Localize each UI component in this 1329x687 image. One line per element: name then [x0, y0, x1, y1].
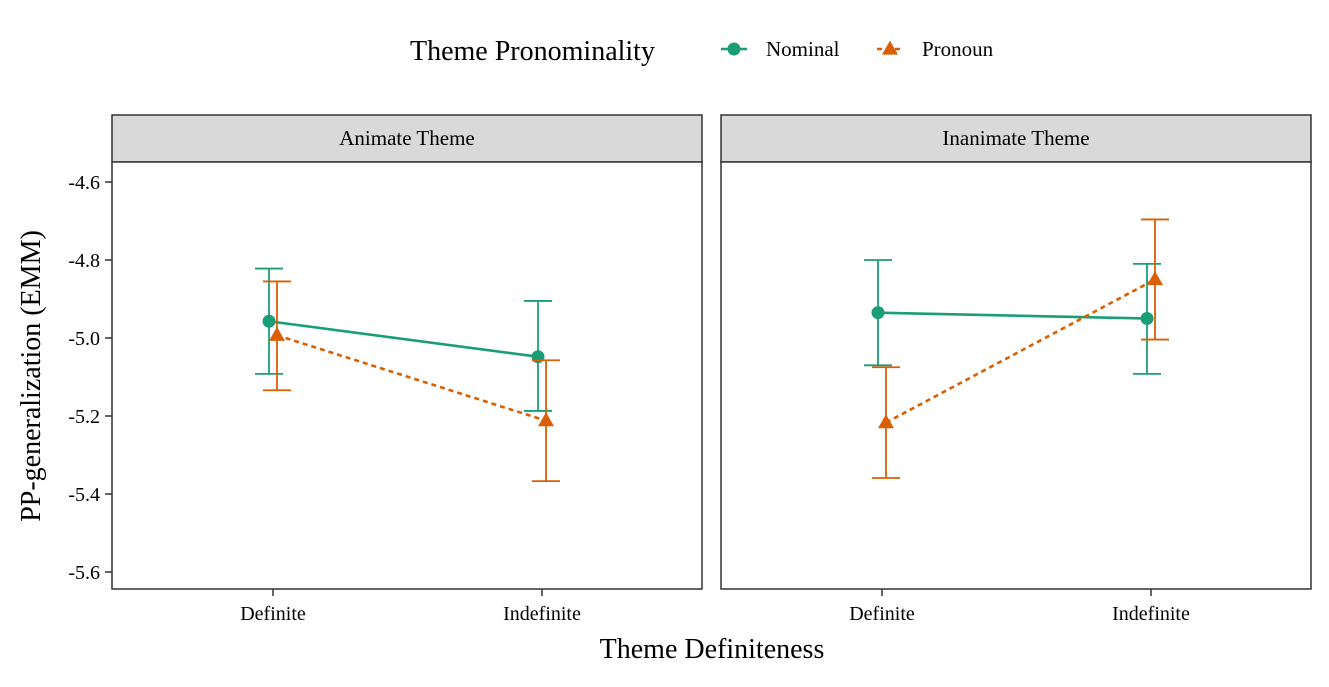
x-axis-title: Theme Definiteness [600, 634, 825, 665]
facet-strip [720, 114, 1312, 163]
legend-marker-pronoun [882, 40, 898, 55]
legend-marker-nominal [727, 42, 741, 56]
facet-strip [111, 114, 703, 163]
legend: Theme Pronominality Nominal Pronoun [410, 36, 994, 67]
legend-label-nominal: Nominal [766, 37, 840, 61]
facet-marks [255, 267, 560, 483]
legend-label-pronoun: Pronoun [922, 37, 994, 61]
x-axis: Definite Indefinite [240, 589, 581, 625]
y-axis: -4.6 -4.8 -5.0 -5.2 -5.4 -5.6 [68, 172, 112, 584]
legend-title: Theme Pronominality [410, 36, 655, 67]
x-tick-label: Indefinite [1112, 603, 1190, 625]
legend-key-pronoun [877, 40, 903, 55]
y-tick-label: -5.2 [68, 406, 100, 428]
facet-marks [864, 218, 1169, 479]
facet-strip-label: Inanimate Theme [942, 126, 1089, 150]
data-point-nominal [531, 350, 545, 364]
data-point-pronoun [878, 414, 894, 429]
legend-key-nominal [721, 42, 747, 56]
x-tick-label: Definite [849, 603, 915, 625]
facet-strip-label: Animate Theme [339, 126, 475, 150]
y-tick-label: -4.6 [68, 172, 100, 194]
x-tick-label: Indefinite [503, 603, 581, 625]
data-point-pronoun [538, 412, 554, 427]
y-tick-label: -4.8 [68, 250, 100, 272]
series-line-pronoun [885, 278, 1156, 424]
y-tick-label: -5.6 [68, 562, 100, 584]
data-point-nominal [1140, 312, 1154, 325]
data-point-pronoun [1147, 271, 1163, 286]
data-point-pronoun [269, 326, 285, 341]
y-tick-label: -5.0 [68, 328, 100, 350]
data-point-nominal [871, 306, 885, 320]
y-axis-title: PP-generalization (EMM) [16, 230, 47, 522]
facet-plot-area [720, 161, 1312, 590]
series-line-nominal [877, 311, 1148, 320]
y-tick-label: -5.4 [68, 484, 100, 506]
facet-panel-inanimate: Inanimate Theme Definite Indefinite [720, 114, 1312, 625]
facet-panel-animate: Animate Theme Definite Indefinite [111, 114, 703, 625]
data-point-nominal [262, 314, 276, 328]
series-line-pronoun [276, 334, 547, 422]
x-axis: Definite Indefinite [849, 589, 1190, 625]
series-line-nominal [268, 319, 539, 359]
x-tick-label: Definite [240, 603, 306, 625]
